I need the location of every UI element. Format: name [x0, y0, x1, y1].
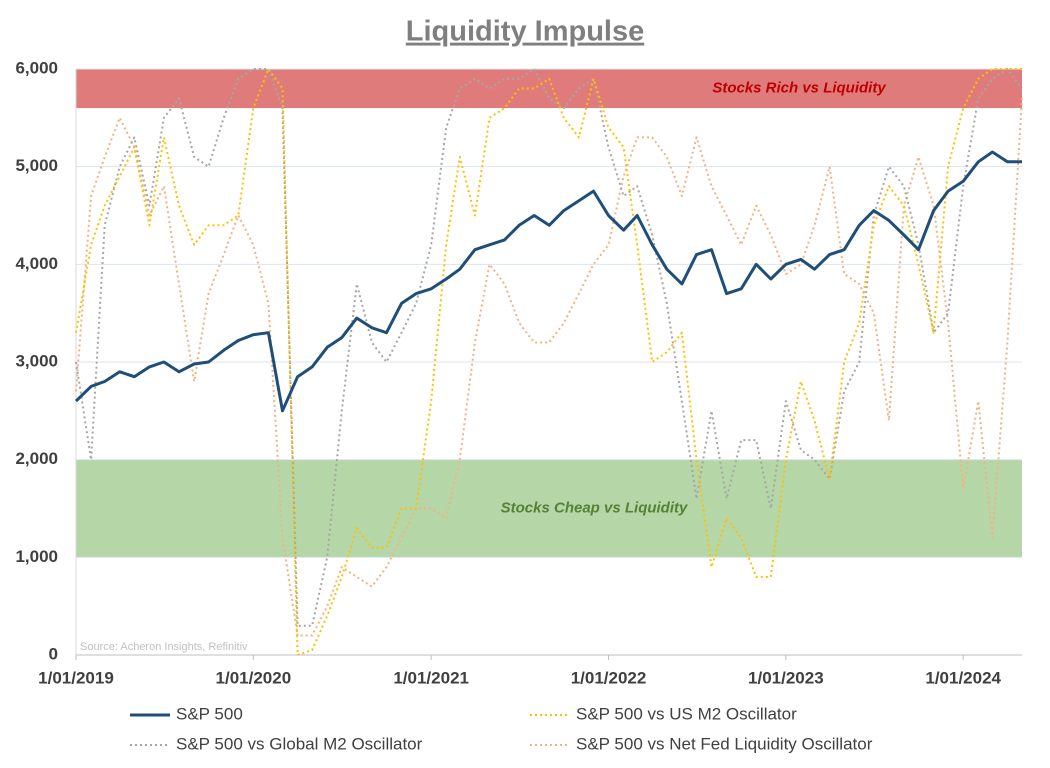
y-tick-label: 4,000 [15, 254, 58, 273]
series-line [75, 68, 1022, 656]
legend-label: S&P 500 [176, 704, 243, 723]
series-line [74, 150, 1022, 413]
x-tick-label: 1/01/2022 [571, 668, 647, 687]
band-label: Stocks Cheap vs Liquidity [501, 499, 688, 516]
y-tick-label: 0 [49, 644, 58, 663]
y-tick-label: 2,000 [15, 449, 58, 468]
series-line [75, 98, 1023, 637]
legend-label: S&P 500 vs Global M2 Oscillator [176, 734, 423, 753]
x-tick-label: 1/01/2021 [393, 668, 469, 687]
y-tick-label: 1,000 [15, 547, 58, 566]
legend-label: S&P 500 vs Net Fed Liquidity Oscillator [576, 734, 873, 753]
source-note: Source: Acheron Insights, Refinitiv [80, 641, 248, 653]
band-label: Stocks Rich vs Liquidity [712, 80, 886, 97]
x-tick-label: 1/01/2023 [748, 668, 824, 687]
band [76, 459, 1022, 558]
y-tick-label: 3,000 [15, 351, 58, 370]
x-tick-label: 1/01/2020 [216, 668, 292, 687]
y-tick-label: 6,000 [15, 58, 58, 77]
chart-title: Liquidity Impulse [406, 16, 644, 48]
y-tick-label: 5,000 [15, 156, 58, 175]
legend-label: S&P 500 vs US M2 Oscillator [576, 704, 797, 723]
x-tick-label: 1/01/2024 [925, 668, 1001, 687]
x-tick-label: 1/01/2019 [38, 668, 114, 687]
